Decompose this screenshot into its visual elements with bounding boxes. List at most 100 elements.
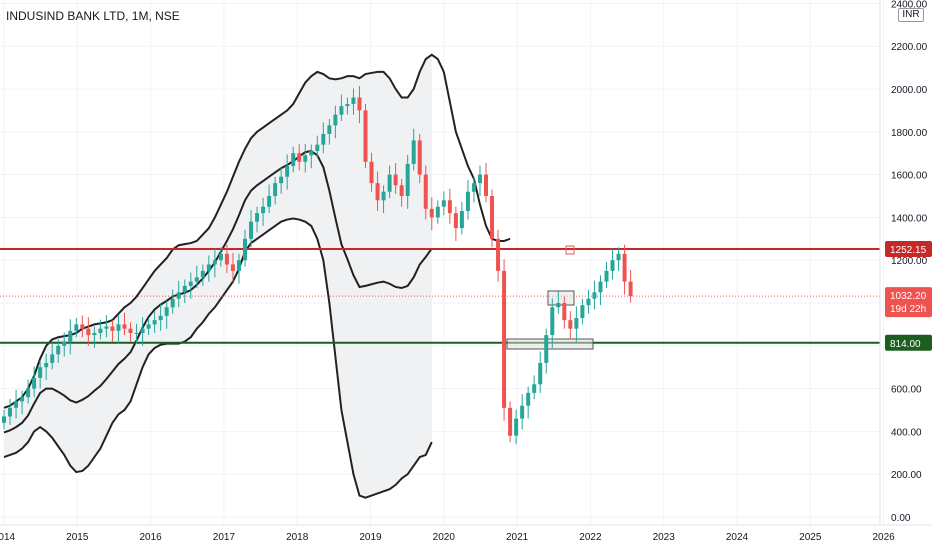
candle-body xyxy=(465,191,470,211)
candle-body xyxy=(26,388,31,398)
candle-body xyxy=(152,320,157,325)
candle-body xyxy=(339,106,344,115)
candle-body xyxy=(212,260,217,265)
x-tick-label: 2023 xyxy=(653,532,676,543)
candle-body xyxy=(321,133,326,145)
candle-body xyxy=(261,206,266,214)
candle-body xyxy=(182,285,187,293)
candle-body xyxy=(122,324,127,329)
level-tag-text: 1252.15 xyxy=(890,245,927,256)
candle-body xyxy=(2,416,6,423)
candle-body xyxy=(116,324,121,331)
last-price-tag-bg xyxy=(885,287,932,318)
x-tick-label: 2019 xyxy=(359,532,382,543)
candle-body xyxy=(598,281,603,293)
x-tick-label: 2016 xyxy=(139,532,162,543)
candle-body xyxy=(532,384,537,393)
candle-body xyxy=(80,324,85,329)
candle-body xyxy=(8,407,13,417)
candles xyxy=(2,86,633,445)
y-tick-label: 2200.00 xyxy=(891,42,928,53)
y-tick-label: 600.00 xyxy=(891,385,922,396)
time-axis[interactable]: 2014 2015 2016 2017 2018 2019 2020 2021 2022 2023… xyxy=(0,524,932,543)
candle-body xyxy=(297,153,302,162)
candle-body xyxy=(447,200,452,214)
candle-body xyxy=(206,264,211,271)
candle-body xyxy=(502,270,507,408)
y-tick-label: 2400.00 xyxy=(891,0,928,10)
candle-body xyxy=(526,392,531,406)
price-tags: 1252.15 814.00 1032.20 19d 22h xyxy=(885,241,932,351)
candle-body xyxy=(309,151,314,156)
candle-body xyxy=(14,401,19,408)
consolidation-box xyxy=(547,290,575,306)
chart-title: INDUSIND BANK LTD, 1M, NSE xyxy=(6,9,180,23)
candle-body xyxy=(110,326,115,331)
currency-badge[interactable]: INR xyxy=(898,8,924,22)
candle-body xyxy=(86,328,91,336)
y-tick-label: 1200.00 xyxy=(891,256,928,267)
candle-body xyxy=(158,315,163,321)
candle-body xyxy=(176,292,181,299)
candle-body xyxy=(405,163,410,196)
candle-body xyxy=(568,320,573,329)
candle-body xyxy=(423,174,428,209)
x-tick-label: 2015 xyxy=(66,532,89,543)
candle-body xyxy=(32,377,37,389)
candle-body xyxy=(477,174,482,184)
y-tick-label: 400.00 xyxy=(891,427,922,438)
candle-body xyxy=(586,298,591,306)
level-tag-bg xyxy=(885,241,932,258)
band-fill xyxy=(4,54,432,498)
candle-body xyxy=(230,264,235,271)
candle-body xyxy=(496,238,501,271)
candle-body xyxy=(291,153,296,167)
candle-body xyxy=(255,213,260,222)
last-price-tag-countdown: 19d 22h xyxy=(890,304,926,315)
candle-body xyxy=(128,328,133,333)
candle-body xyxy=(357,97,362,111)
candle-body xyxy=(622,253,627,282)
x-tick-label: 2017 xyxy=(213,532,236,543)
level-tag-bg xyxy=(885,334,932,351)
candle-body xyxy=(544,335,549,363)
candle-body xyxy=(604,270,609,282)
candle-body xyxy=(279,176,284,184)
candle-body xyxy=(417,140,422,175)
candle-body xyxy=(188,281,193,286)
candle-body xyxy=(134,332,139,334)
candle-body xyxy=(236,260,241,271)
y-tick-label: 1400.00 xyxy=(891,213,928,224)
candle-body xyxy=(56,345,61,355)
candle-body xyxy=(303,155,308,162)
y-tick-label: 1600.00 xyxy=(891,171,928,182)
candle-body xyxy=(490,196,495,239)
candle-body xyxy=(393,174,398,186)
y-tick-label: 0.00 xyxy=(891,513,911,524)
x-tick-label: 2018 xyxy=(286,532,309,543)
candle-body xyxy=(315,144,320,152)
candle-body xyxy=(508,407,513,436)
level-tag-text: 814.00 xyxy=(890,339,921,350)
candle-body xyxy=(224,253,229,265)
last-price-tag-value: 1032.20 xyxy=(890,291,927,302)
candle-body xyxy=(628,281,633,297)
x-tick-label: 2020 xyxy=(433,532,456,543)
horizontal-levels[interactable] xyxy=(0,248,880,344)
x-tick-label: 2024 xyxy=(726,532,749,543)
x-tick-label: 2022 xyxy=(579,532,602,543)
x-tick-label: 2025 xyxy=(799,532,822,543)
candle-body xyxy=(369,161,374,184)
candle-body xyxy=(435,206,440,218)
candle-body xyxy=(20,397,25,402)
candle-body xyxy=(514,418,519,436)
candle-body xyxy=(98,328,103,333)
candle-body xyxy=(38,367,43,378)
candle-body xyxy=(453,213,458,229)
band-lower-line xyxy=(3,217,433,499)
candle-body xyxy=(441,200,446,207)
candle-body xyxy=(333,114,338,126)
